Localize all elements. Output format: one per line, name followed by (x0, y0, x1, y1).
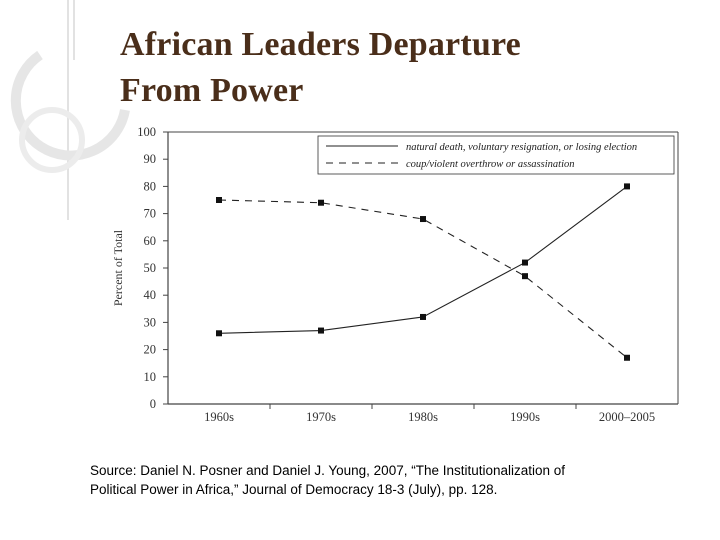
y-tick-label: 10 (144, 370, 157, 384)
natural-data-point (318, 327, 324, 334)
slide-title: African Leaders Departure From Power (120, 22, 680, 114)
slide-title-line-1: African Leaders Departure (120, 26, 521, 63)
natural-data-point (624, 183, 630, 190)
x-axis-ticks: 1960s 1970s 1980s 1990s 2000–2005 (204, 404, 655, 424)
coup-data-point (216, 197, 222, 203)
coup-data-point (318, 199, 324, 206)
decorative-ring-large (10, 50, 130, 161)
x-tick-label: 1990s (510, 410, 540, 424)
legend-box (317, 135, 675, 175)
series-line-natural (218, 185, 628, 334)
decorative-ring-small (19, 107, 85, 173)
y-tick-label: 0 (150, 397, 156, 411)
natural-data-point (420, 313, 426, 320)
coup-data-point (522, 273, 528, 280)
coup-data-point (624, 354, 630, 361)
source-citation: Source: Daniel N. Posner and Daniel J. Y… (90, 461, 690, 499)
source-line-1: Source: Daniel N. Posner and Daniel J. Y… (90, 463, 566, 478)
slide-title-line-2: From Power (120, 72, 304, 109)
x-tick-label: 2000–2005 (599, 410, 655, 424)
y-tick-label: 90 (144, 152, 157, 166)
y-tick-label: 30 (144, 315, 157, 329)
y-tick-label: 60 (144, 234, 157, 248)
y-tick-label: 70 (144, 207, 157, 221)
y-tick-label: 50 (144, 261, 157, 275)
y-tick-label: 40 (144, 288, 157, 302)
coup-data-point (420, 216, 426, 223)
natural-data-point (216, 330, 222, 337)
legend: natural death, voluntary resignation, or… (317, 135, 675, 175)
y-tick-label: 20 (144, 343, 157, 357)
series-line-coup (218, 199, 628, 359)
legend-label-dashed: coup/violent overthrow or assassination (406, 159, 574, 170)
x-tick-label: 1980s (408, 410, 438, 424)
y-axis-ticks: 0 10 20 30 40 50 60 70 80 90 100 (137, 125, 168, 411)
decorative-circles (10, 0, 130, 220)
natural-data-point (522, 259, 528, 266)
y-tick-label: 80 (144, 179, 157, 193)
y-axis-label: Percent of Total (111, 229, 125, 306)
x-tick-label: 1960s (204, 410, 234, 424)
y-tick-label: 100 (137, 125, 156, 139)
x-tick-label: 1970s (306, 410, 336, 424)
source-line-2: Political Power in Africa,” Journal of D… (90, 482, 498, 497)
series-layer (216, 183, 630, 361)
legend-label-solid: natural death, voluntary resignation, or… (406, 142, 637, 153)
